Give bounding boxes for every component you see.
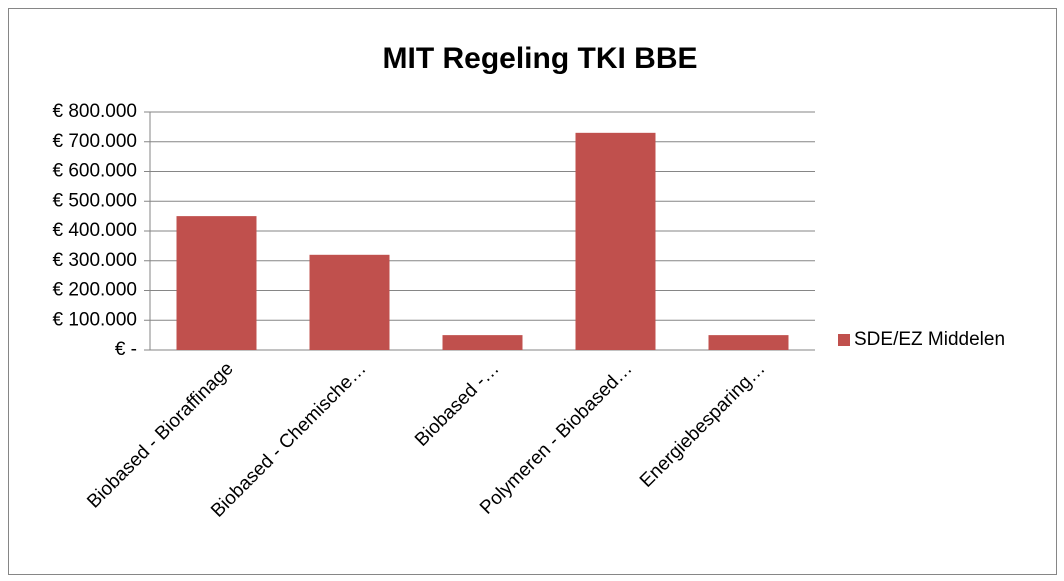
y-tick-label: € 400.000 <box>52 220 137 241</box>
bar <box>309 254 390 350</box>
y-tick-label: € 600.000 <box>52 161 137 182</box>
y-tick-label: € 300.000 <box>52 250 137 271</box>
bar <box>708 335 789 350</box>
y-tick-label: € 800.000 <box>52 101 137 122</box>
y-tick-label: € 500.000 <box>52 190 137 211</box>
y-tick-label: € 200.000 <box>52 280 137 301</box>
chart-border <box>8 8 1057 575</box>
y-tick-label: € 100.000 <box>52 309 137 330</box>
legend-label: SDE/EZ Middelen <box>854 329 1005 350</box>
y-tick-label: € - <box>115 339 137 360</box>
bar <box>176 216 257 350</box>
bar <box>575 132 656 350</box>
legend-swatch <box>838 334 850 346</box>
chart-title: MIT Regeling TKI BBE <box>383 42 698 75</box>
y-tick-label: € 700.000 <box>52 131 137 152</box>
bar <box>442 335 523 350</box>
